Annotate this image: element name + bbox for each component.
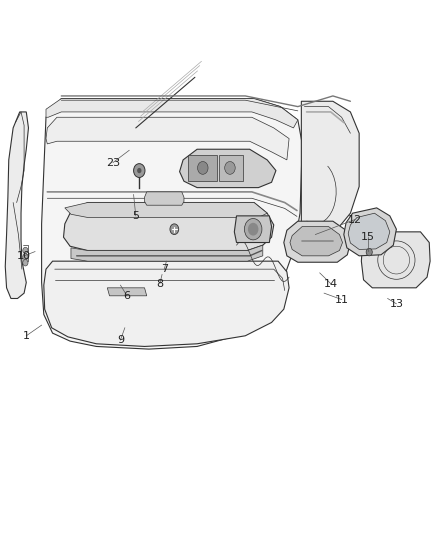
Polygon shape: [5, 112, 28, 298]
Circle shape: [248, 223, 258, 236]
Polygon shape: [71, 245, 263, 261]
Polygon shape: [301, 101, 359, 251]
Polygon shape: [344, 208, 396, 256]
Polygon shape: [64, 203, 274, 251]
Text: 15: 15: [361, 232, 375, 242]
Polygon shape: [188, 155, 217, 181]
Text: 14: 14: [324, 279, 338, 288]
Polygon shape: [65, 203, 267, 217]
Text: 10: 10: [17, 251, 31, 261]
Text: 13: 13: [389, 299, 403, 309]
Polygon shape: [234, 216, 272, 243]
Text: 6: 6: [124, 291, 131, 301]
Circle shape: [137, 168, 141, 173]
Circle shape: [366, 248, 372, 256]
Polygon shape: [145, 192, 184, 205]
Polygon shape: [284, 221, 350, 262]
Text: 8: 8: [156, 279, 163, 288]
Polygon shape: [107, 288, 147, 296]
Polygon shape: [44, 261, 289, 346]
Circle shape: [244, 219, 262, 240]
Circle shape: [134, 164, 145, 177]
Text: 9: 9: [117, 335, 124, 345]
Polygon shape: [361, 232, 430, 288]
Text: 12: 12: [348, 215, 362, 224]
Circle shape: [23, 260, 28, 266]
Polygon shape: [46, 117, 289, 160]
Polygon shape: [42, 99, 302, 349]
Text: 5: 5: [132, 211, 139, 221]
Circle shape: [198, 161, 208, 174]
Text: 11: 11: [335, 295, 349, 304]
Text: 23: 23: [106, 158, 120, 167]
Polygon shape: [348, 213, 390, 249]
Circle shape: [225, 161, 235, 174]
Circle shape: [170, 224, 179, 235]
Text: 1: 1: [23, 331, 30, 341]
Polygon shape: [180, 149, 276, 188]
Circle shape: [23, 254, 28, 260]
Polygon shape: [290, 227, 343, 256]
Polygon shape: [46, 99, 298, 128]
Polygon shape: [219, 155, 243, 181]
Text: 7: 7: [161, 264, 168, 274]
Circle shape: [23, 247, 28, 254]
